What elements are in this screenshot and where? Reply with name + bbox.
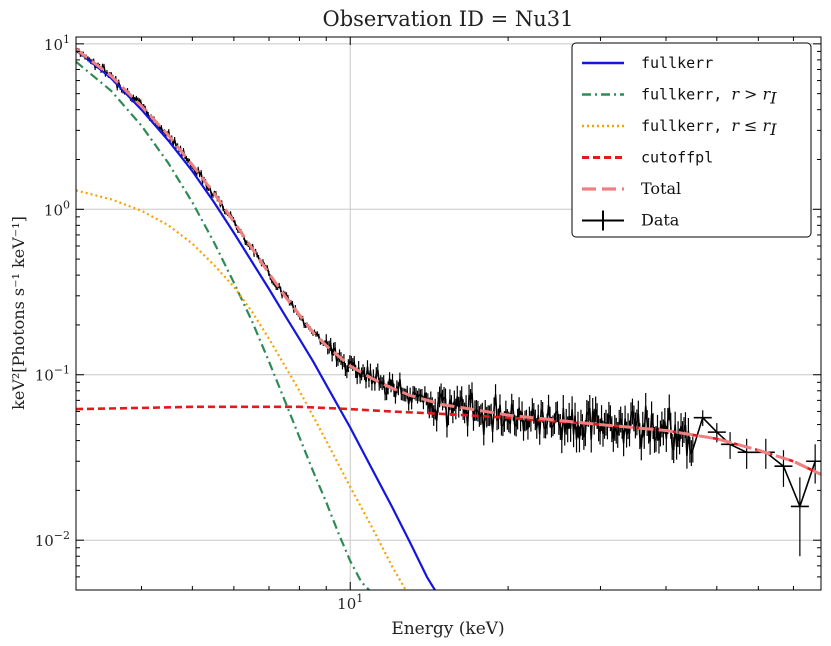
axes-frame [75,36,822,591]
legend-box [571,42,812,238]
axis-ticks [75,37,821,591]
legend-label-4: Total [641,179,681,198]
legend-label-5: Data [641,211,680,230]
y-tick-label-0: 10−2 [35,529,70,550]
y-tick-label-3: 101 [44,33,70,54]
series-line-0 [76,48,437,590]
axis-tick-labels: 10−2 10−1 100 101 101 [35,33,364,613]
legend-label-0: fullkerr [641,54,713,72]
series-line-1 [76,60,371,590]
legend-label-3: cutoffpl [641,149,713,167]
y-tick-label-2: 100 [44,198,70,219]
x-tick-label-0: 101 [337,592,363,613]
data-series-layer [76,47,821,557]
legend: fullkerr fullkerr, r > rI fullkerr, r ≤ rI… [571,42,812,238]
legend-label-2: fullkerr, r ≤ rI [641,116,777,139]
y-tick-label-1: 10−1 [35,364,70,385]
y-axis-label: keV²[Photons s⁻¹ keV⁻¹] [9,216,28,410]
series-line-2 [76,189,407,590]
x-axis-label: Energy (keV) [391,619,504,639]
legend-label-1: fullkerr, r > rI [641,85,777,108]
model-series-layer [76,47,821,590]
series-line-3 [76,405,821,476]
chart-title: Observation ID = Nu31 [323,7,574,31]
plot-area [76,47,821,590]
series-line-4 [76,47,821,476]
